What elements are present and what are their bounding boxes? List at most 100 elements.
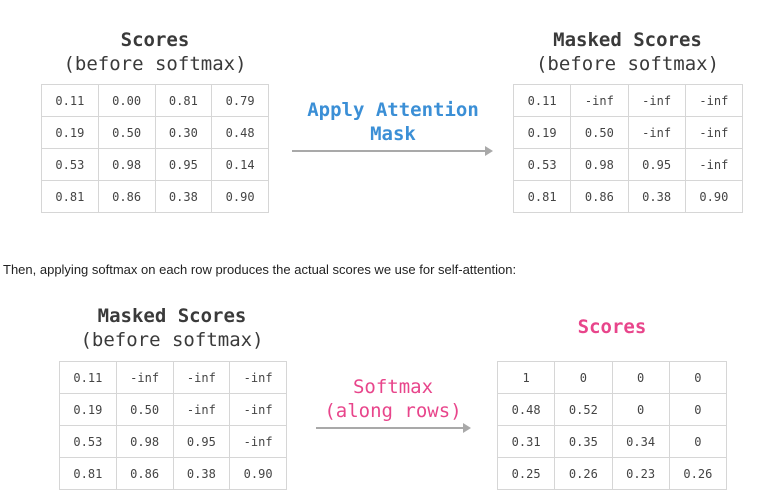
matrix-cell: 0.53 (512, 148, 572, 181)
matrix-cell: 0 (554, 361, 613, 394)
matrix-cell: 0.98 (97, 148, 156, 181)
matrix-cell: 0.50 (97, 116, 156, 149)
masked-scores-matrix: 0.11 -inf -inf -inf 0.19 0.50 -inf -inf 0.53 0.98… (512, 84, 744, 213)
matrix-cell: 0.19 (41, 116, 99, 149)
matrix-row: 0.81 0.86 0.38 0.90 (59, 457, 287, 490)
matrix-cell: 0.38 (627, 180, 686, 213)
matrix-cell: 0.86 (570, 180, 629, 213)
scores-title-main: Scores (120, 29, 190, 51)
matrix-cell: -inf (684, 84, 744, 117)
matrix-cell: 0.52 (554, 393, 613, 426)
matrix-cell: -inf (570, 84, 629, 117)
matrix-row: 0.53 0.98 0.95 0.14 (41, 148, 269, 181)
masked-scores-title-2: Masked Scores (before softmax) (57, 304, 287, 352)
masked-scores-title-sub: (before softmax) (535, 53, 720, 75)
matrix-cell: 0.98 (115, 425, 174, 458)
matrix-cell: 0.98 (570, 148, 629, 181)
matrix-row: 0.81 0.86 0.38 0.90 (512, 180, 744, 213)
softmax-arrow (316, 423, 471, 433)
matrix-cell: -inf (684, 148, 744, 181)
matrix-cell: 0.95 (172, 425, 231, 458)
matrix-row: 0.53 0.98 0.95 -inf (59, 425, 287, 458)
matrix-cell: 0.25 (496, 457, 556, 490)
masked-scores-matrix-2: 0.11 -inf -inf -inf 0.19 0.50 -inf -inf 0.53 0.98… (59, 361, 287, 490)
matrix-cell: 0.90 (684, 180, 744, 213)
matrix-cell: -inf (172, 393, 231, 426)
matrix-cell: 0.50 (115, 393, 174, 426)
softmax-label: Softmax (along rows) (303, 375, 483, 423)
matrix-cell: 0.81 (41, 180, 99, 213)
matrix-cell: 0.53 (41, 148, 99, 181)
matrix-row: 0.25 0.26 0.23 0.26 (496, 457, 728, 490)
matrix-cell: 0.11 (59, 361, 117, 394)
matrix-cell: 0.38 (154, 180, 213, 213)
matrix-cell: 0.81 (512, 180, 572, 213)
matrix-row: 0.11 -inf -inf -inf (512, 84, 744, 117)
matrix-cell: 0.19 (512, 116, 572, 149)
matrix-row: 0.19 0.50 -inf -inf (512, 116, 744, 149)
matrix-cell: -inf (229, 393, 287, 426)
matrix-cell: 0.00 (97, 84, 156, 117)
softmax-line1: Softmax (352, 376, 434, 398)
masked-scores-title-2-sub: (before softmax) (80, 329, 264, 351)
matrix-cell: 0.86 (97, 180, 156, 213)
matrix-cell: 0.23 (611, 457, 670, 490)
scores-title-sub: (before softmax) (63, 53, 247, 75)
matrix-cell: 0.38 (172, 457, 231, 490)
matrix-cell: 0.81 (59, 457, 117, 490)
matrix-cell: 0.48 (496, 393, 556, 426)
masked-scores-title-2-main: Masked Scores (97, 305, 247, 327)
matrix-cell: 0.26 (554, 457, 613, 490)
matrix-row: 0.81 0.86 0.38 0.90 (41, 180, 269, 213)
masked-scores-title: Masked Scores (before softmax) (510, 28, 745, 76)
scores-matrix: 0.11 0.00 0.81 0.79 0.19 0.50 0.30 0.48 0.53 0.98… (41, 84, 269, 213)
matrix-row: 0.31 0.35 0.34 0 (496, 425, 728, 458)
matrix-cell: -inf (627, 84, 686, 117)
matrix-row: 0.53 0.98 0.95 -inf (512, 148, 744, 181)
apply-mask-line1: Apply Attention (307, 99, 479, 121)
matrix-cell: 0.34 (611, 425, 670, 458)
matrix-cell: 0.11 (41, 84, 99, 117)
matrix-cell: 0 (611, 361, 670, 394)
matrix-cell: 0.81 (154, 84, 213, 117)
matrix-cell: 0.95 (627, 148, 686, 181)
matrix-cell: 0 (668, 425, 728, 458)
matrix-cell: 0.90 (229, 457, 287, 490)
matrix-cell: 0 (668, 361, 728, 394)
matrix-cell: -inf (684, 116, 744, 149)
softmax-scores-matrix: 1 0 0 0 0.48 0.52 0 0 0.31 0.35 0.34 0 0.25 0.26 0.23 0… (496, 361, 728, 490)
matrix-cell: 0.19 (59, 393, 117, 426)
matrix-cell: 0.79 (211, 84, 269, 117)
matrix-row: 0.19 0.50 -inf -inf (59, 393, 287, 426)
apply-mask-label: Apply Attention Mask (283, 98, 503, 146)
matrix-cell: 0.14 (211, 148, 269, 181)
apply-mask-line2: Mask (370, 123, 416, 145)
matrix-cell: 0.11 (512, 84, 572, 117)
matrix-cell: 1 (496, 361, 556, 394)
matrix-cell: 0.48 (211, 116, 269, 149)
matrix-row: 0.48 0.52 0 0 (496, 393, 728, 426)
softmax-caption: Then, applying softmax on each row produ… (3, 262, 517, 277)
matrix-cell: 0 (611, 393, 670, 426)
softmax-scores-title: Scores (497, 315, 727, 339)
matrix-cell: 0.31 (496, 425, 556, 458)
matrix-cell: -inf (172, 361, 231, 394)
matrix-cell: 0.35 (554, 425, 613, 458)
softmax-scores-title-main: Scores (577, 316, 647, 338)
matrix-cell: 0.26 (668, 457, 728, 490)
matrix-cell: 0.53 (59, 425, 117, 458)
matrix-cell: 0 (668, 393, 728, 426)
matrix-cell: 0.90 (211, 180, 269, 213)
apply-mask-arrow (292, 146, 493, 156)
matrix-cell: 0.30 (154, 116, 213, 149)
matrix-cell: -inf (229, 425, 287, 458)
matrix-row: 0.11 -inf -inf -inf (59, 361, 287, 394)
matrix-row: 0.19 0.50 0.30 0.48 (41, 116, 269, 149)
matrix-cell: 0.86 (115, 457, 174, 490)
matrix-cell: -inf (229, 361, 287, 394)
matrix-row: 0.11 0.00 0.81 0.79 (41, 84, 269, 117)
masked-scores-title-main: Masked Scores (553, 29, 702, 51)
matrix-cell: -inf (627, 116, 686, 149)
softmax-line2: (along rows) (324, 400, 462, 422)
